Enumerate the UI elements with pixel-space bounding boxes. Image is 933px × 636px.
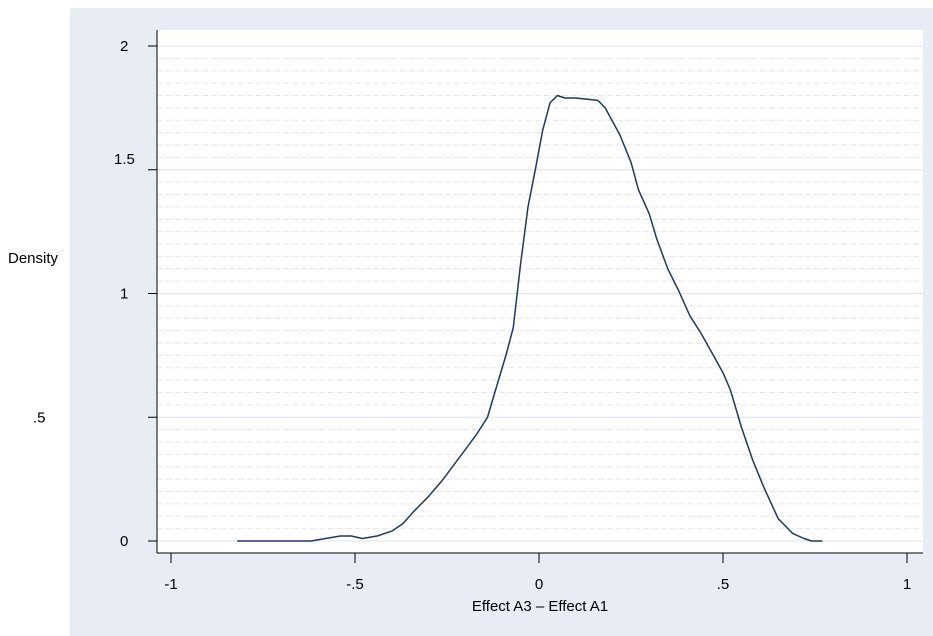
y-tick-label: 1 [120,286,128,303]
y-tick-label: 1.5 [114,151,135,168]
y-axis-title: Density [8,250,59,267]
x-tick-label: -1 [164,576,177,593]
x-axis-ticks: -1 -.5 0 .5 1 [164,553,911,593]
y-tick-label: 0 [120,533,128,550]
y-tick-label: .5 [33,409,46,426]
x-tick-label: 0 [535,576,543,593]
y-tick-label: 2 [120,38,128,55]
density-line [237,94,823,542]
plot-area [157,30,923,553]
x-tick-label: .5 [717,576,730,593]
minor-gridlines [157,45,923,542]
x-tick-label: 1 [903,576,911,593]
x-tick-label: -.5 [346,576,364,593]
x-axis-title: Effect A3 – Effect A1 [472,598,608,615]
y-axis-ticks: 0 .5 1 1.5 2 [33,38,157,550]
